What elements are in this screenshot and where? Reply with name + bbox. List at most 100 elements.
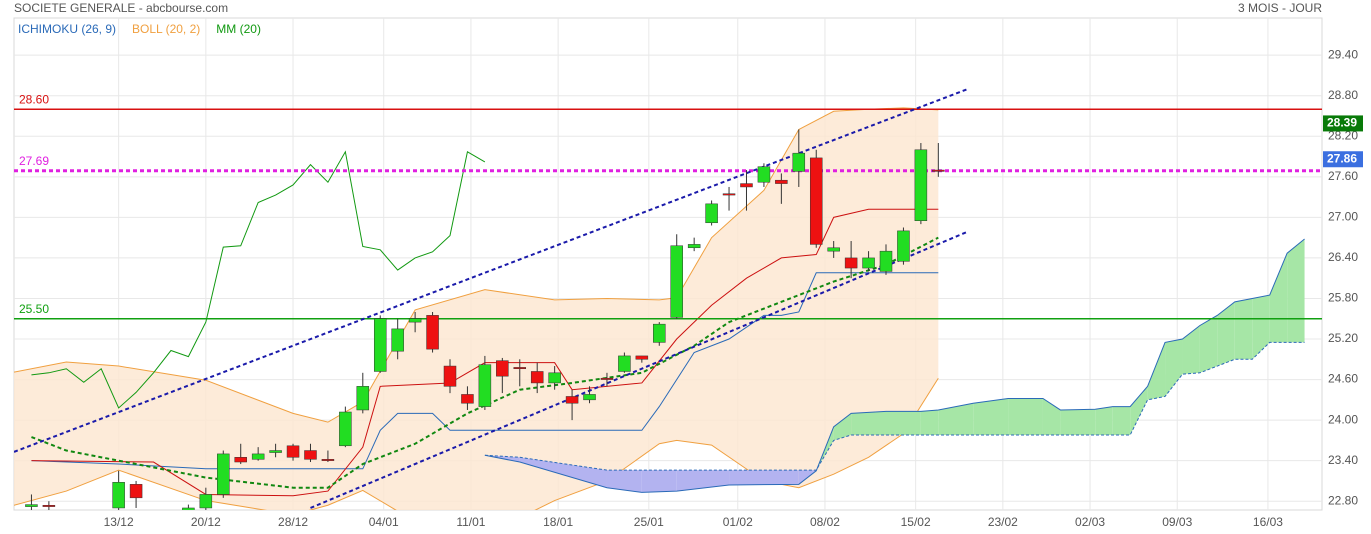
legend-entry: MM (20) xyxy=(216,22,261,36)
candle-body xyxy=(687,244,701,249)
candle-body xyxy=(129,484,143,499)
candle-body xyxy=(182,507,195,510)
candle-body xyxy=(670,245,683,318)
x-tick-label: 25/01 xyxy=(634,515,664,529)
cloud-segment xyxy=(1217,301,1235,367)
cloud-segment xyxy=(1060,409,1096,435)
cloud-segment xyxy=(641,470,677,493)
bollinger-lower xyxy=(14,377,939,510)
price-tag-label: 28.39 xyxy=(1327,116,1357,130)
candle-body xyxy=(513,367,527,370)
price-tag-label: 27.86 xyxy=(1327,151,1357,165)
candle-body xyxy=(426,315,439,350)
cloud-segment xyxy=(1130,386,1148,435)
x-tick-label: 23/02 xyxy=(988,515,1018,529)
moving-average xyxy=(31,236,939,489)
y-tick-label: 28.20 xyxy=(1328,128,1358,142)
cloud-segment xyxy=(1287,238,1305,343)
cloud-segment xyxy=(833,413,852,441)
candle-body xyxy=(914,149,928,221)
y-tick-label: 24.60 xyxy=(1328,372,1358,386)
bollinger-upper xyxy=(14,107,939,423)
candle-body xyxy=(373,318,387,372)
kijun-line xyxy=(31,272,939,470)
plot-frame xyxy=(13,17,1323,511)
y-tick-label: 25.80 xyxy=(1328,291,1358,305)
cloud-segment xyxy=(1182,325,1200,375)
x-tick-label: 09/03 xyxy=(1162,515,1192,529)
candle-body xyxy=(408,318,422,323)
price-tag xyxy=(1323,151,1363,168)
cloud-segment xyxy=(1095,406,1113,435)
y-tick-label: 26.40 xyxy=(1328,250,1358,264)
candle-body xyxy=(862,257,875,269)
y-tick-label: 22.80 xyxy=(1328,493,1358,507)
candle-body xyxy=(740,183,753,188)
candle-body xyxy=(932,169,945,172)
cloud-segment xyxy=(606,470,642,493)
candle-body xyxy=(844,257,858,269)
price-tag xyxy=(1323,115,1363,132)
cloud-segment xyxy=(920,409,939,435)
candle-body xyxy=(879,250,893,272)
candle-body xyxy=(269,450,282,453)
y-tick-label: 24.00 xyxy=(1328,412,1358,426)
candle-body xyxy=(234,457,247,463)
bollinger-band xyxy=(14,107,939,510)
cloud-segment xyxy=(1269,253,1288,343)
cloud-segment xyxy=(938,403,974,435)
candle-body xyxy=(792,152,806,172)
candle-body xyxy=(443,365,457,387)
cloud-segment xyxy=(1234,298,1253,360)
cloud-segment xyxy=(1112,406,1131,435)
y-tick-label: 27.60 xyxy=(1328,169,1358,183)
candle-body xyxy=(618,355,631,372)
y-tick-label: 28.80 xyxy=(1328,88,1358,102)
x-tick-label: 08/02 xyxy=(810,515,840,529)
candle-body xyxy=(565,396,579,404)
candle-body xyxy=(112,482,125,509)
candle-body xyxy=(461,394,474,404)
legend-entry: BOLL (20, 2) xyxy=(132,22,200,36)
candle-body xyxy=(897,230,910,262)
cloud-segment xyxy=(973,398,1009,435)
cloud-segment xyxy=(1008,398,1043,435)
candle-body xyxy=(496,360,509,377)
level-label: 25.50 xyxy=(19,302,49,316)
x-tick-label: 15/02 xyxy=(901,515,931,529)
cloud-segment xyxy=(1165,339,1183,397)
chikou-line xyxy=(31,150,486,409)
candle-body xyxy=(705,203,718,224)
candle-body xyxy=(391,328,404,352)
cloud-segment xyxy=(851,411,886,435)
cloud-segment xyxy=(676,470,730,492)
candle-body xyxy=(635,355,649,360)
cloud-segment xyxy=(1147,342,1166,400)
y-tick-label: 29.40 xyxy=(1328,47,1358,61)
x-tick-label: 20/12 xyxy=(191,515,221,529)
candle-body xyxy=(583,394,596,401)
candle-body xyxy=(25,504,38,507)
candle-body xyxy=(809,157,823,245)
candle-body xyxy=(548,372,561,384)
candle-body xyxy=(199,494,213,509)
y-tick-label: 27.00 xyxy=(1328,210,1358,224)
candle-body xyxy=(286,445,300,458)
trendline xyxy=(14,88,969,453)
candle-body xyxy=(600,377,614,380)
tenkan-line xyxy=(31,208,939,497)
x-tick-label: 04/01 xyxy=(369,515,399,529)
candle-body xyxy=(530,371,544,384)
x-tick-label: 02/03 xyxy=(1075,515,1105,529)
candle-body xyxy=(321,459,335,461)
candle-body xyxy=(478,364,492,407)
x-tick-label: 13/12 xyxy=(104,515,134,529)
candle-body xyxy=(356,386,370,411)
x-tick-label: 01/02 xyxy=(723,515,753,529)
candle-body xyxy=(304,450,317,460)
cloud-segment xyxy=(1252,295,1270,360)
chart-subtitle: 3 MOIS - JOUR xyxy=(1238,1,1322,15)
candle-body xyxy=(339,411,352,447)
candle-body xyxy=(217,453,230,495)
legend-entry: ICHIMOKU (26, 9) xyxy=(18,22,116,36)
